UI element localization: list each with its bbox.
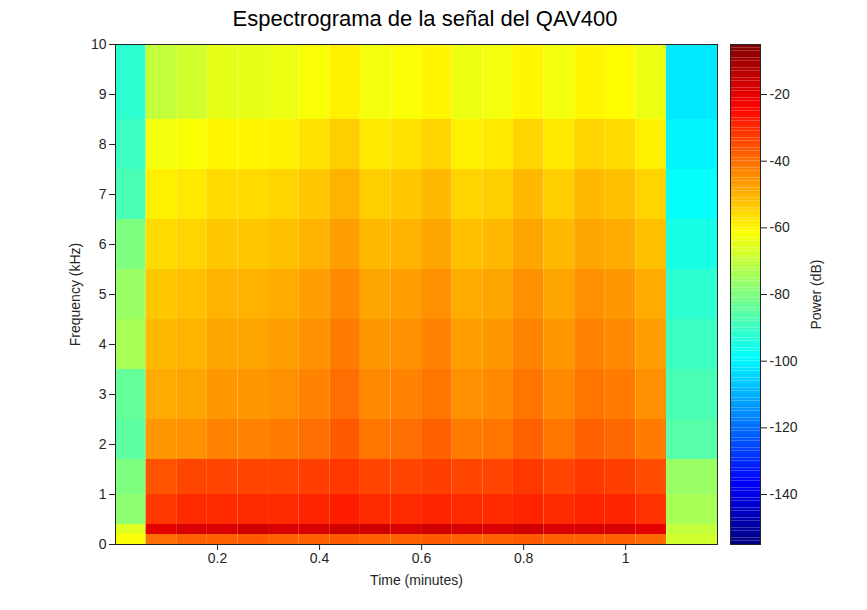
svg-text:0.8: 0.8: [514, 550, 534, 566]
svg-text:Power (dB): Power (dB): [808, 259, 824, 329]
svg-text:-100: -100: [770, 353, 798, 369]
svg-text:Time (minutes): Time (minutes): [370, 572, 463, 588]
svg-text:4: 4: [99, 336, 107, 352]
svg-text:0.4: 0.4: [310, 550, 330, 566]
svg-text:0.2: 0.2: [208, 550, 228, 566]
svg-text:7: 7: [99, 186, 107, 202]
svg-text:8: 8: [99, 136, 107, 152]
html-text:Espectrograma de la señal del: Espectrograma de la señal del QAV400: [232, 6, 618, 31]
svg-text:1: 1: [99, 486, 107, 502]
svg-text:-60: -60: [770, 219, 790, 235]
svg-text:-40: -40: [770, 153, 790, 169]
svg-text:3: 3: [99, 386, 107, 402]
svg-text:-20: -20: [770, 86, 790, 102]
svg-text:9: 9: [99, 86, 107, 102]
svg-text:0: 0: [99, 536, 107, 552]
svg-text:2: 2: [99, 436, 107, 452]
svg-text:6: 6: [99, 236, 107, 252]
svg-text:-140: -140: [770, 486, 798, 502]
svg-text:Frequency (kHz): Frequency (kHz): [67, 243, 83, 346]
svg-text:10: 10: [91, 36, 107, 52]
svg-text:-80: -80: [770, 286, 790, 302]
svg-text:5: 5: [99, 286, 107, 302]
svg-text:0.6: 0.6: [412, 550, 432, 566]
svg-text:1: 1: [622, 550, 630, 566]
svg-text:-120: -120: [770, 419, 798, 435]
